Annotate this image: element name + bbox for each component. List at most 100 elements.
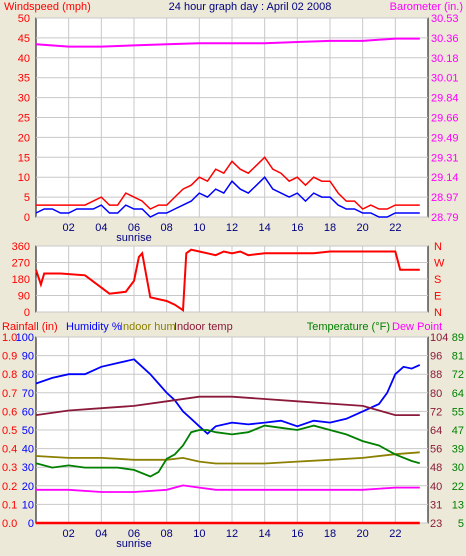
baro-tick-label: 29.66 [431, 113, 459, 125]
series-indoor-hum [35, 451, 420, 465]
rain-tick-label: 1.0 [2, 332, 17, 344]
indoor-temp-tick-label: 23 [430, 518, 442, 530]
x-tick-label: 04 [95, 528, 107, 540]
indoor-temp-tick-label: 88 [430, 369, 442, 381]
x-tick-label: 16 [291, 222, 303, 234]
x-tick-label: 14 [259, 222, 271, 234]
rain-tick-label: 0.4 [2, 444, 17, 456]
x-tick-label: 06 [128, 222, 140, 234]
temperature-tick-label: 47 [452, 425, 464, 437]
temperature-tick-label: 72 [452, 369, 464, 381]
x-tick-label: 18 [324, 222, 336, 234]
x-tick-label: 20 [357, 222, 369, 234]
x-tick-label: 20 [357, 528, 369, 540]
indoor-hum-label: Indoor hum [120, 321, 176, 333]
x-tick-label: 14 [259, 528, 271, 540]
indoor-temp-tick-label: 64 [430, 425, 442, 437]
temperature-tick-label: 30 [452, 462, 464, 474]
series-wind-average [35, 176, 420, 218]
baro-tick-label: 29.14 [431, 172, 459, 184]
humidity-tick-label: 90 [22, 351, 34, 363]
baro-tick-label: 28.79 [431, 212, 459, 224]
rain-tick-label: 0.9 [2, 351, 17, 363]
wind-axis-label: Windspeed (mph) [4, 1, 91, 13]
baro-tick-label: 30.18 [431, 53, 459, 65]
wind-tick-label: 50 [18, 13, 30, 25]
rain-tick-label: 0.8 [2, 369, 17, 381]
indoor-temp-tick-label: 56 [430, 444, 442, 456]
temperature-tick-label: 22 [452, 481, 464, 493]
x-tick-label: 12 [226, 528, 238, 540]
humidity-tick-label: 60 [22, 406, 34, 418]
baro-tick-label: 29.84 [431, 93, 459, 105]
humidity-tick-label: 10 [22, 499, 34, 511]
rain-tick-label: 0.6 [2, 406, 17, 418]
x-tick-label: 22 [389, 528, 401, 540]
x-tick-label: 10 [193, 528, 205, 540]
baro-axis-label: Barometer (in.) [390, 1, 463, 13]
baro-tick-label: 30.53 [431, 13, 459, 25]
series-dew-point [36, 484, 420, 493]
indoor-temp-tick-label: 40 [430, 481, 442, 493]
rain-tick-label: 0.7 [2, 388, 17, 400]
baro-tick-label: 30.01 [431, 73, 459, 85]
temperature-tick-label: 55 [452, 406, 464, 418]
series-barometer [35, 37, 420, 48]
wind-tick-label: 40 [18, 53, 30, 65]
x-tick-label: 10 [193, 222, 205, 234]
direction-tick-label: 180 [12, 274, 30, 286]
dew-point-label: Dew Point [392, 321, 442, 333]
baro-tick-label: 29.31 [431, 152, 459, 164]
series-humidity [35, 358, 421, 435]
humidity-tick-label: 80 [22, 369, 34, 381]
rain-tick-label: 0.3 [2, 462, 17, 474]
temperature-tick-label: 81 [452, 351, 464, 363]
wind-tick-label: 15 [18, 152, 30, 164]
baro-tick-label: 30.36 [431, 33, 459, 45]
temperature-tick-label: 64 [452, 388, 464, 400]
humidity-tick-label: 50 [22, 425, 34, 437]
direction-tick-label: 270 [12, 258, 30, 270]
indoor-temp-tick-label: 72 [430, 406, 442, 418]
x-tick-label: 12 [226, 222, 238, 234]
indoor-temp-tick-label: 31 [430, 499, 442, 511]
wind-tick-label: 20 [18, 132, 30, 144]
indoor-temp-tick-label: 48 [430, 462, 442, 474]
x-tick-label: 22 [389, 222, 401, 234]
wind-tick-label: 5 [24, 192, 30, 204]
humidity-tick-label: 40 [22, 444, 34, 456]
x-tick-label: 04 [95, 222, 107, 234]
humidity-tick-label: 100 [16, 332, 34, 344]
wind-tick-label: 30 [18, 93, 30, 105]
rain-tick-label: 0.2 [2, 481, 17, 493]
humidity-tick-label: 30 [22, 462, 34, 474]
humidity-tick-label: 70 [22, 388, 34, 400]
direction-tick-label: 0 [24, 307, 30, 319]
temperature-tick-label: 13 [452, 499, 464, 511]
chart-title: 24 hour graph day : April 02 2008 [169, 1, 332, 13]
x-tick-label: 18 [324, 528, 336, 540]
series-temperature-f [35, 424, 421, 478]
temperature-tick-label: 39 [452, 444, 464, 456]
compass-label: N [434, 241, 442, 253]
wind-tick-label: 10 [18, 172, 30, 184]
compass-label: E [434, 291, 441, 303]
temperature-tick-label: 5 [458, 518, 464, 530]
direction-tick-label: 90 [18, 291, 30, 303]
x-tick-label: 08 [161, 528, 173, 540]
rain-tick-label: 0.0 [2, 518, 17, 530]
compass-label: N [434, 307, 442, 319]
rainfall-label: Rainfall (in) [2, 321, 58, 333]
x-tick-label: 02 [63, 222, 75, 234]
x-tick-label: 08 [161, 222, 173, 234]
humidity-tick-label: 0 [28, 518, 34, 530]
rain-tick-label: 0.1 [2, 499, 17, 511]
indoor-temp-label: Indoor temp [174, 321, 233, 333]
baro-tick-label: 29.49 [431, 132, 459, 144]
indoor-temp-tick-label: 104 [430, 332, 448, 344]
compass-label: W [434, 258, 445, 270]
wind-tick-label: 45 [18, 33, 30, 45]
temperature-label: Temperature (°F) [307, 321, 390, 333]
wind-tick-label: 35 [18, 73, 30, 85]
